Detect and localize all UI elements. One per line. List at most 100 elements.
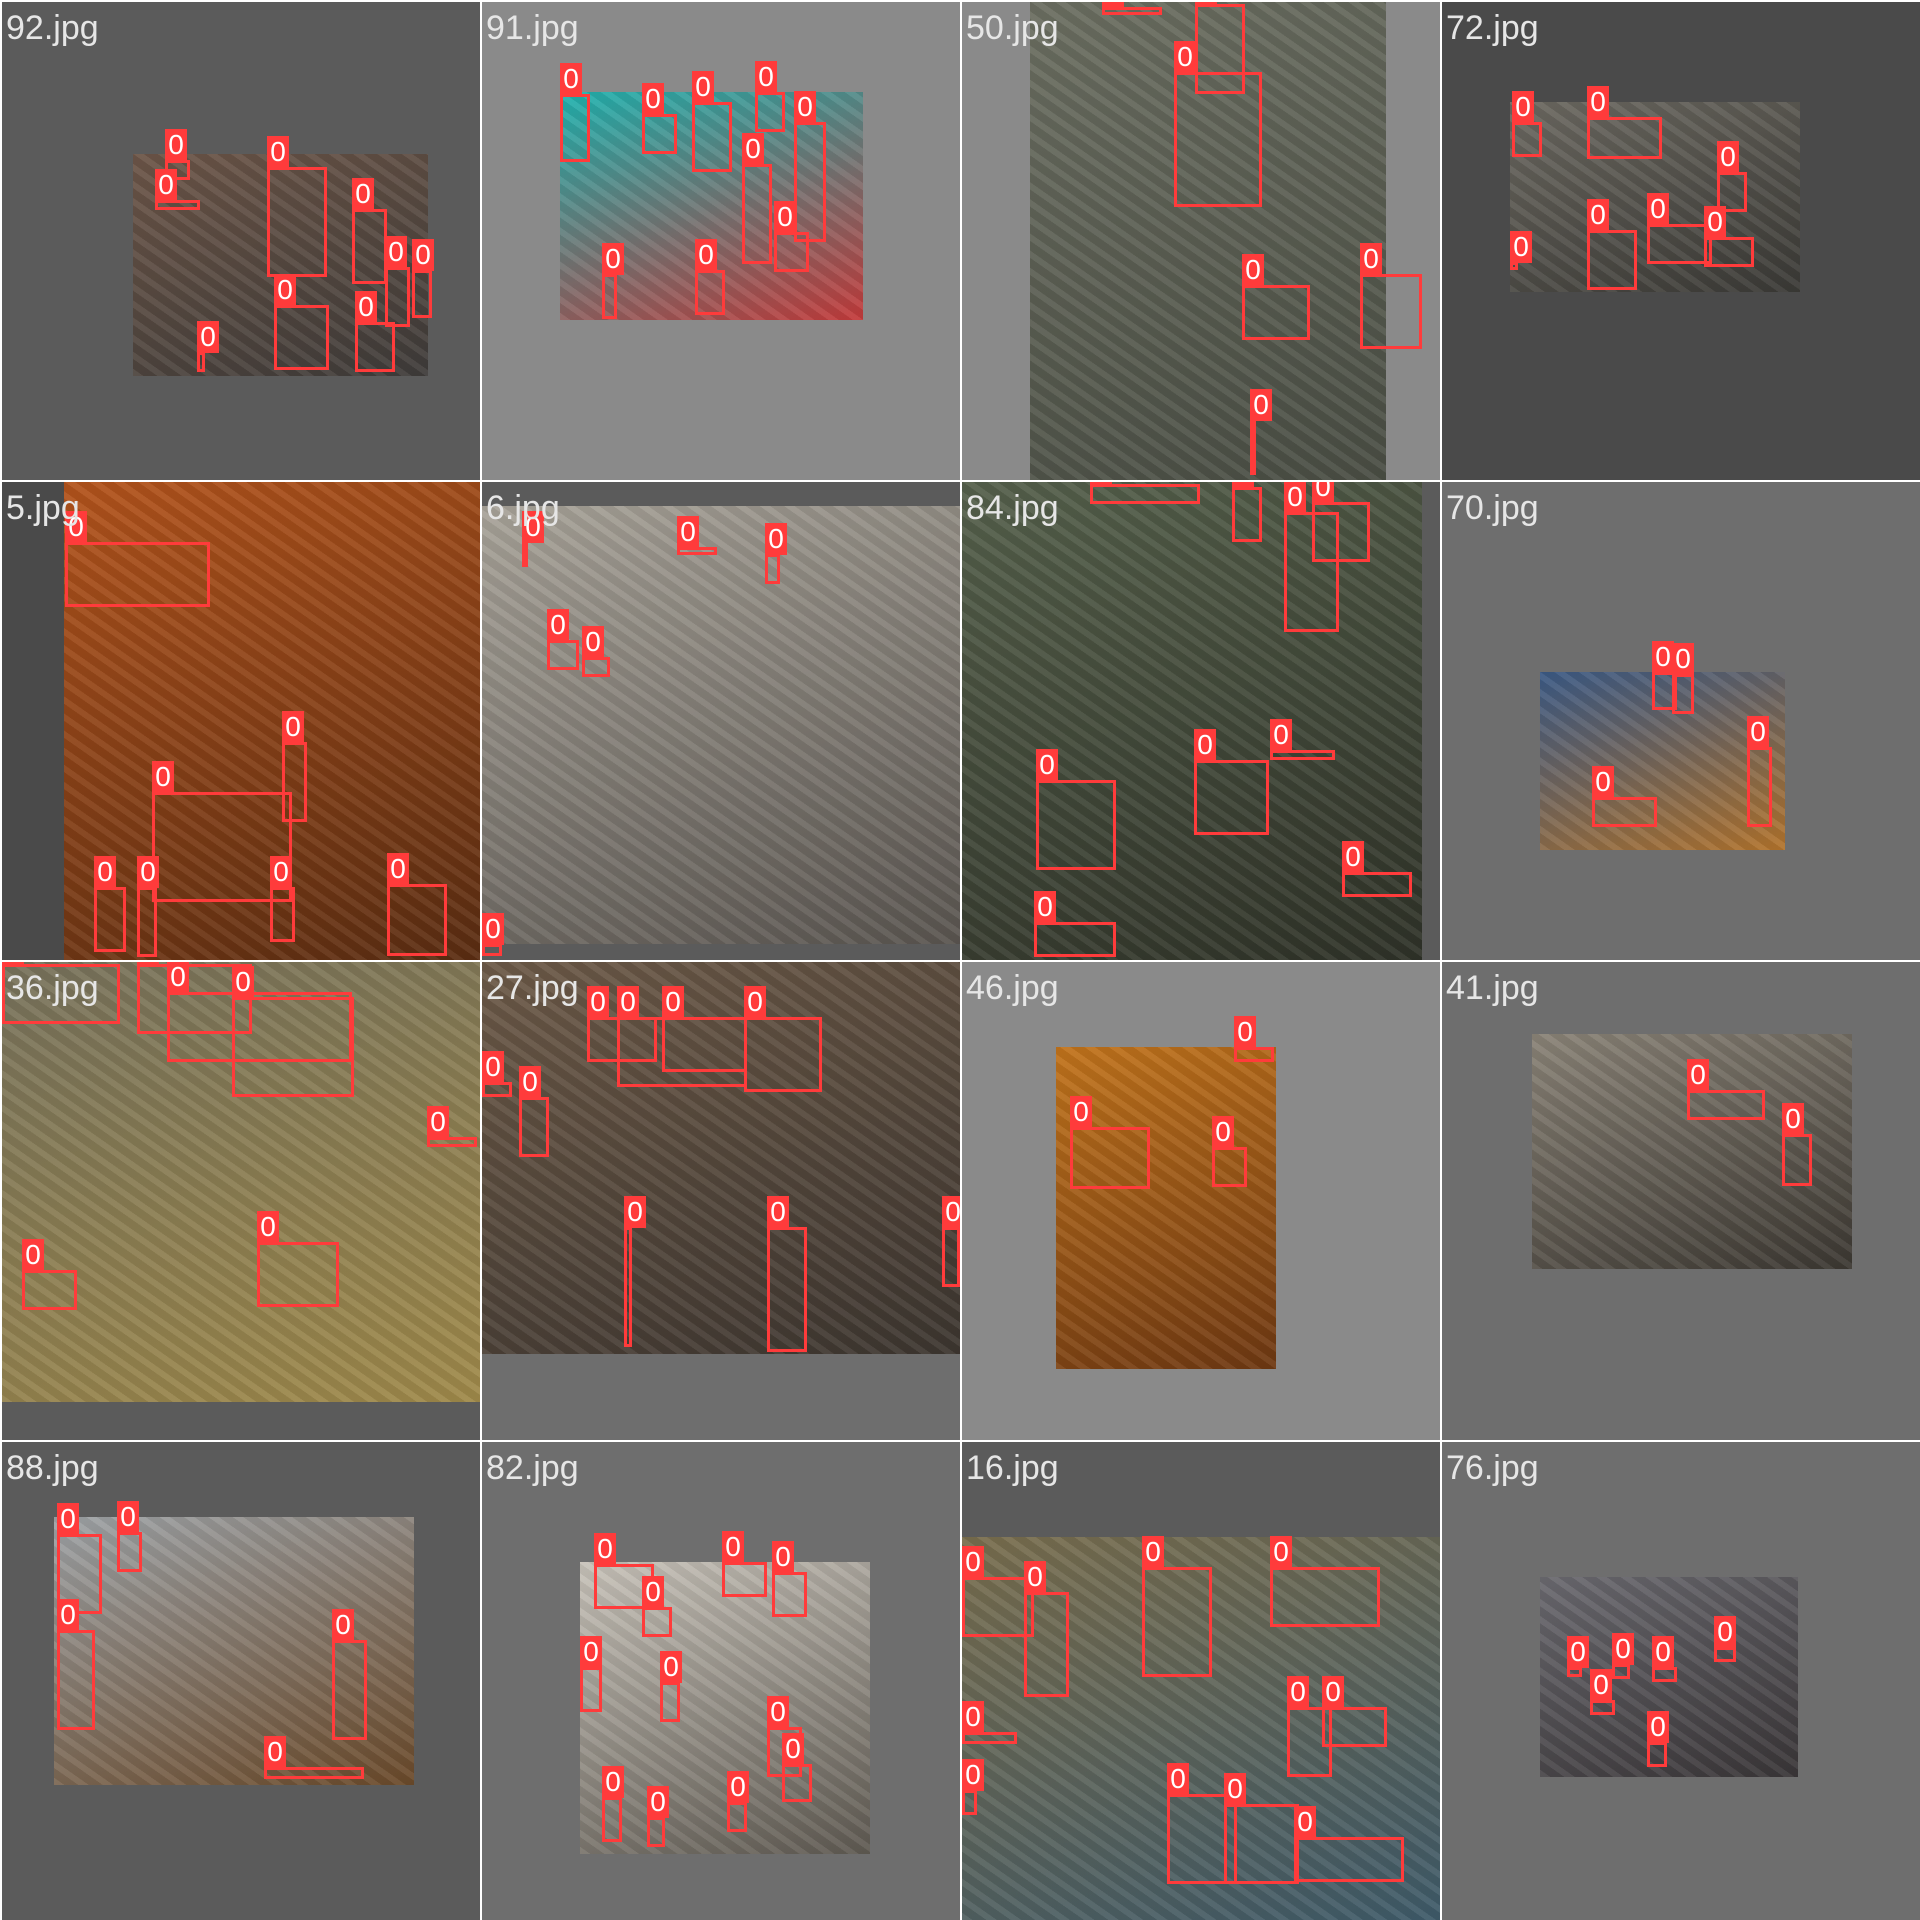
class-label: 0: [1312, 482, 1334, 503]
detection-box: 0: [1512, 91, 1542, 157]
detection-box: 0: [727, 1771, 749, 1832]
detection-box: 0: [282, 711, 307, 822]
image-tile[interactable]: 82.jpg 0 0 0 0 0 0 0 0 0 0 0: [482, 1442, 960, 1920]
image-filename: 88.jpg: [6, 1449, 99, 1487]
class-label: 0: [155, 169, 177, 201]
class-label: 0: [1510, 231, 1532, 263]
class-label: 0: [1512, 91, 1534, 123]
detection-box: 0: [1212, 1116, 1247, 1187]
detection-box: 0: [695, 239, 725, 315]
class-label: 0: [355, 291, 377, 323]
detection-box: 0: [962, 1701, 1017, 1744]
class-label: 0: [427, 1106, 449, 1138]
image-tile[interactable]: 70.jpg 0 0 0 0: [1442, 482, 1920, 960]
class-label: 0: [267, 136, 289, 168]
class-label: 0: [522, 511, 544, 543]
image-tile[interactable]: 92.jpg 0 0 0 0 0 0 0 0 0: [2, 2, 480, 480]
image-tile[interactable]: 6.jpg 0 0 0 0 0 0: [482, 482, 960, 960]
class-label: 0: [602, 1766, 624, 1798]
class-label: 0: [722, 1531, 744, 1563]
detection-box: 0: [1270, 1536, 1380, 1627]
class-label: 0: [587, 986, 609, 1018]
class-label: 0: [642, 83, 664, 115]
class-label: 0: [137, 962, 159, 965]
class-label: 0: [1717, 141, 1739, 173]
detection-box: 0: [962, 1759, 984, 1815]
class-label: 0: [742, 133, 764, 165]
image-tile[interactable]: 84.jpg 0 0 0 0 0 0 0 0 0: [962, 482, 1440, 960]
detection-box: 0: [167, 962, 352, 1062]
detection-box: 0: [1194, 729, 1269, 835]
class-label: 0: [772, 1541, 794, 1573]
class-label: 0: [560, 63, 582, 95]
class-label: 0: [677, 516, 699, 548]
class-label: 0: [282, 711, 304, 743]
detection-box: 0: [482, 913, 504, 956]
image-tile[interactable]: 16.jpg 0 0 0 0 0 0 0 0 0 0 0: [962, 1442, 1440, 1920]
detection-box: 0: [1342, 841, 1412, 897]
detection-box: 0: [355, 291, 395, 372]
image-tile[interactable]: 36.jpg 0 0 0 0 0 0 0: [2, 962, 480, 1440]
detection-box: 0: [1592, 766, 1657, 827]
class-label: 0: [22, 1239, 44, 1271]
class-label: 0: [94, 856, 116, 888]
detection-box: 0: [772, 1541, 807, 1617]
class-label: 0: [617, 986, 639, 1018]
detection-box: 0: [65, 511, 210, 607]
detection-box: 0: [57, 1503, 102, 1614]
image-tile[interactable]: 46.jpg 0 0 0: [962, 962, 1440, 1440]
image-tile[interactable]: 88.jpg 0 0 0 0 0: [2, 1442, 480, 1920]
class-label: 0: [274, 274, 296, 306]
detection-box: 0: [1652, 641, 1677, 710]
image-tile[interactable]: 50.jpg 0 0 0 0 0 0: [962, 2, 1440, 480]
class-label: 0: [1036, 749, 1058, 781]
detection-box: 0: [942, 1196, 960, 1287]
detection-box: 0: [2, 962, 120, 1024]
class-label: 0: [197, 321, 219, 353]
detection-box: 0: [1672, 643, 1694, 714]
thumbnail-image: [580, 1562, 870, 1854]
image-tile[interactable]: 5.jpg 0 0 0 0 0 0 0: [2, 482, 480, 960]
class-label: 0: [624, 1196, 646, 1228]
detection-box: 0: [155, 169, 200, 210]
class-label: 0: [642, 1576, 664, 1608]
detection-box: 0: [560, 63, 590, 162]
image-tile[interactable]: 72.jpg 0 0 0 0 0 0 0: [1442, 2, 1920, 480]
detection-box: 0: [1747, 716, 1772, 827]
thumbnail-image: [1540, 1577, 1798, 1777]
detection-box: 0: [782, 1733, 812, 1802]
image-tile[interactable]: 41.jpg 0 0: [1442, 962, 1920, 1440]
detection-box: 0: [1687, 1059, 1765, 1120]
class-label: 0: [594, 1533, 616, 1565]
detection-box: 0: [232, 966, 354, 1097]
detection-box: 0: [755, 61, 785, 132]
detection-box: 0: [744, 986, 822, 1092]
detection-box: 0: [582, 626, 610, 677]
detection-box: 0: [1024, 1561, 1069, 1697]
class-label: 0: [257, 1211, 279, 1243]
class-label: 0: [1102, 2, 1124, 8]
class-label: 0: [962, 1701, 984, 1733]
detection-box: 0: [1242, 254, 1310, 340]
class-label: 0: [1270, 1536, 1292, 1568]
detection-box: 0: [1704, 206, 1754, 267]
class-label: 0: [57, 1599, 79, 1631]
detection-box: 0: [94, 856, 126, 952]
image-tile[interactable]: 27.jpg 0 0 0 0 0 0 0 0 0: [482, 962, 960, 1440]
class-label: 0: [692, 71, 714, 103]
class-label: 0: [1360, 243, 1382, 275]
detection-box: 0: [117, 1501, 142, 1572]
detection-box: 0: [962, 1546, 1034, 1637]
class-label: 0: [1194, 729, 1216, 761]
class-label: 0: [2, 962, 24, 965]
detection-box: 0: [1510, 231, 1532, 270]
detection-box: 0: [1322, 1676, 1387, 1747]
detection-box: 0: [1567, 1636, 1589, 1677]
image-tile[interactable]: 91.jpg 0 0 0 0 0 0 0 0 0: [482, 2, 960, 480]
image-tile[interactable]: 76.jpg 0 0 0 0 0 0: [1442, 1442, 1920, 1920]
detection-box: 0: [152, 761, 292, 902]
image-filename: 36.jpg: [6, 969, 99, 1007]
detection-box: 0: [1234, 1016, 1274, 1062]
detection-box: 0: [22, 1239, 77, 1310]
detection-box: 0: [602, 243, 624, 319]
